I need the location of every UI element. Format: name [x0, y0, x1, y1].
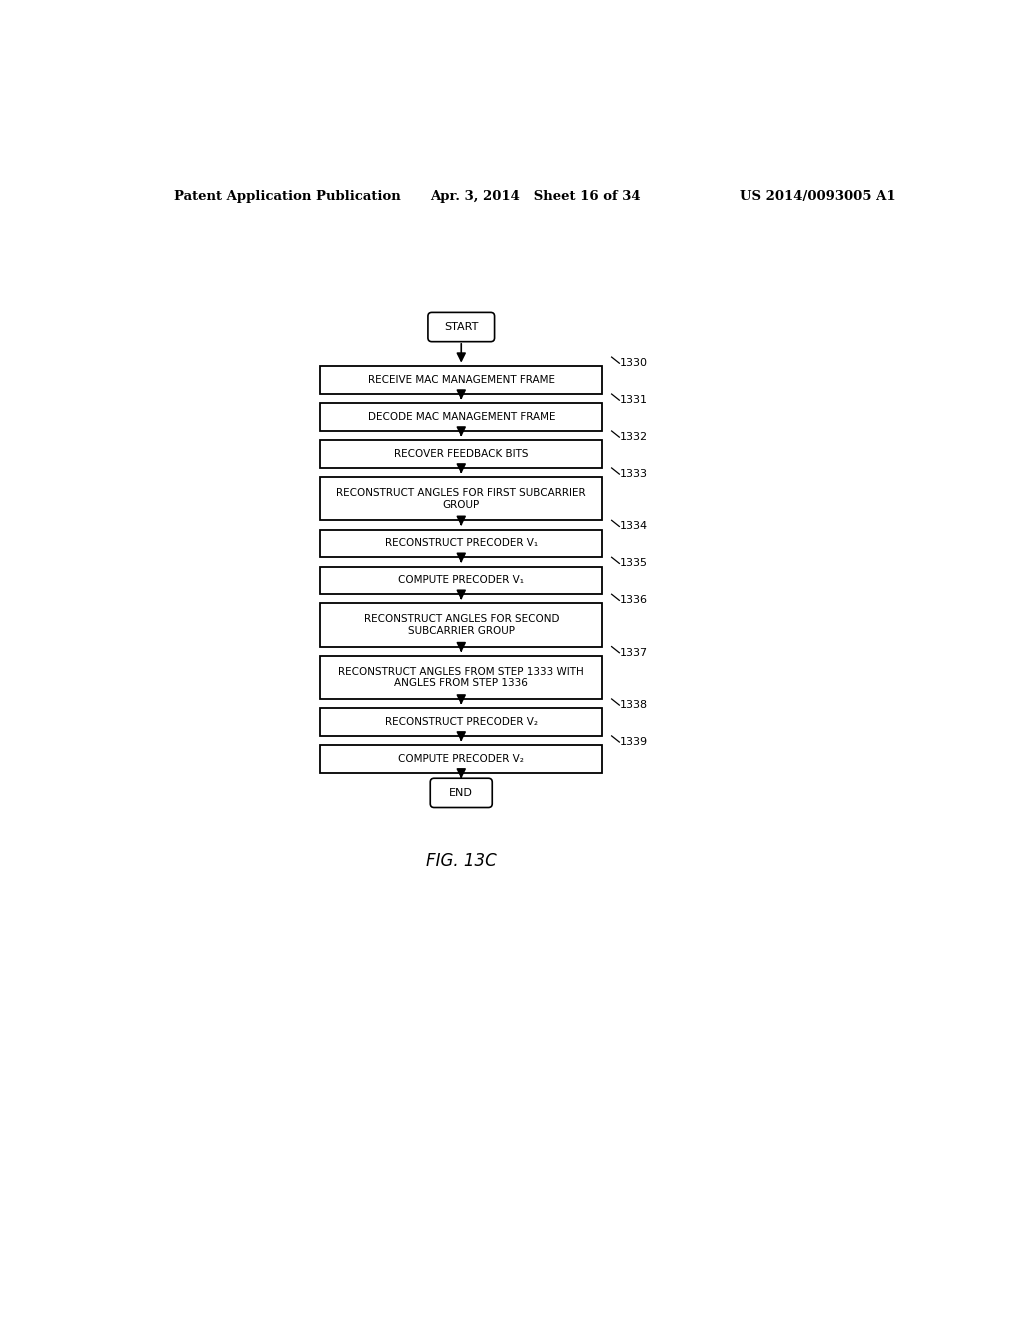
Text: Patent Application Publication: Patent Application Publication: [174, 190, 401, 203]
Bar: [321, 603, 602, 647]
Text: COMPUTE PRECODER V₂: COMPUTE PRECODER V₂: [398, 754, 524, 764]
Text: RECONSTRUCT PRECODER V₂: RECONSTRUCT PRECODER V₂: [385, 717, 538, 727]
Bar: [321, 478, 602, 520]
Text: 1333: 1333: [621, 469, 648, 479]
Text: 1335: 1335: [621, 558, 648, 569]
Text: 1332: 1332: [621, 432, 648, 442]
Text: US 2014/0093005 A1: US 2014/0093005 A1: [740, 190, 896, 203]
Text: RECEIVE MAC MANAGEMENT FRAME: RECEIVE MAC MANAGEMENT FRAME: [368, 375, 555, 385]
Text: COMPUTE PRECODER V₁: COMPUTE PRECODER V₁: [398, 576, 524, 585]
Bar: [321, 441, 602, 469]
FancyBboxPatch shape: [428, 313, 495, 342]
Bar: [321, 566, 602, 594]
Text: 1336: 1336: [621, 595, 648, 606]
Bar: [321, 744, 602, 774]
Text: 1334: 1334: [621, 521, 648, 532]
Text: RECOVER FEEDBACK BITS: RECOVER FEEDBACK BITS: [394, 449, 528, 459]
Text: RECONSTRUCT ANGLES FOR SECOND
SUBCARRIER GROUP: RECONSTRUCT ANGLES FOR SECOND SUBCARRIER…: [364, 614, 559, 636]
Bar: [321, 529, 602, 557]
Text: FIG. 13C: FIG. 13C: [426, 853, 497, 870]
Bar: [321, 367, 602, 395]
Text: 1331: 1331: [621, 395, 648, 405]
Text: RECONSTRUCT ANGLES FOR FIRST SUBCARRIER
GROUP: RECONSTRUCT ANGLES FOR FIRST SUBCARRIER …: [337, 488, 586, 510]
Bar: [321, 708, 602, 737]
Text: Apr. 3, 2014   Sheet 16 of 34: Apr. 3, 2014 Sheet 16 of 34: [430, 190, 641, 203]
Text: START: START: [444, 322, 478, 333]
Text: RECONSTRUCT ANGLES FROM STEP 1333 WITH
ANGLES FROM STEP 1336: RECONSTRUCT ANGLES FROM STEP 1333 WITH A…: [338, 667, 584, 688]
Text: 1338: 1338: [621, 700, 648, 710]
Bar: [321, 656, 602, 700]
Text: 1337: 1337: [621, 648, 648, 657]
Text: END: END: [450, 788, 473, 797]
Text: 1330: 1330: [621, 358, 648, 368]
Text: DECODE MAC MANAGEMENT FRAME: DECODE MAC MANAGEMENT FRAME: [368, 412, 555, 422]
Text: 1339: 1339: [621, 737, 648, 747]
Text: RECONSTRUCT PRECODER V₁: RECONSTRUCT PRECODER V₁: [385, 539, 538, 548]
FancyBboxPatch shape: [430, 779, 493, 808]
Bar: [321, 404, 602, 430]
